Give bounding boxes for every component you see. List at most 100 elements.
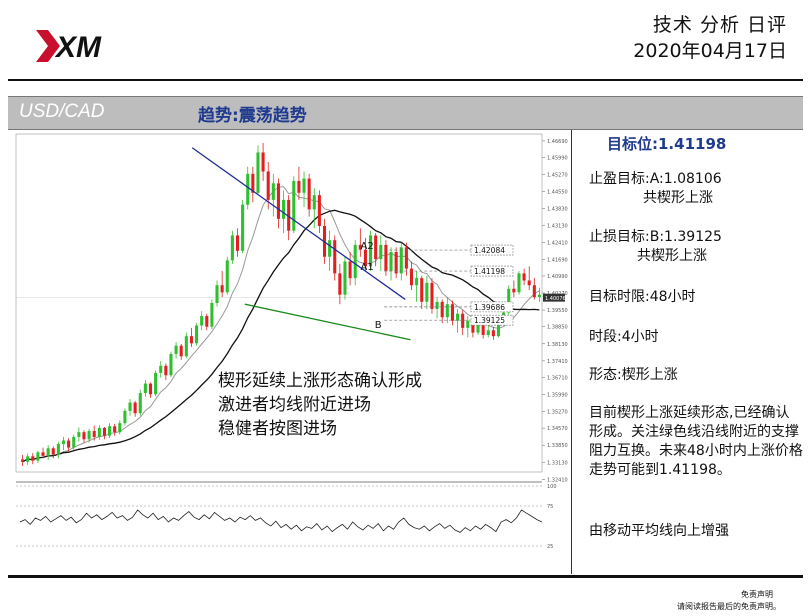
candle-body [507, 288, 511, 313]
candle-body [164, 365, 168, 376]
candle-body [476, 323, 480, 333]
y-tick-label: 1.34570 [547, 426, 568, 432]
candle-body [307, 178, 311, 210]
candle-body [128, 402, 132, 411]
candle-body [435, 301, 439, 309]
y-tick-label: 1.42410 [547, 240, 568, 246]
footer-divider [8, 575, 803, 578]
candle-body [41, 452, 45, 456]
candle-body [369, 235, 373, 267]
slow-moving-average [22, 209, 540, 463]
report-header: 技术 分析 日评 2020年04月17日 [633, 12, 787, 64]
candle-body [522, 273, 526, 281]
level-label: A2 [361, 241, 374, 252]
stop-loss-block: 止损目标:B:1.39125 共楔形上涨 [589, 228, 805, 266]
y-tick-label: 1.46690 [547, 139, 568, 145]
take-profit-note: 共楔形上涨 [643, 190, 713, 206]
indicator-level-label: 100 [547, 484, 557, 490]
candle-body [108, 426, 112, 436]
candle-body [138, 393, 142, 414]
currency-pair: USD/CAD [19, 101, 105, 122]
level-box [470, 301, 514, 313]
y-tick-label: 1.43830 [547, 207, 568, 213]
candle-body [266, 171, 270, 200]
candle-body [440, 301, 444, 318]
candle-body [374, 235, 378, 260]
candle-body [415, 278, 419, 286]
price-chart: 1.46690 1.45990 1.45270 1.44550 1.43830 1.431… [8, 130, 568, 574]
upper-wedge-line [191, 147, 406, 300]
candle-body [26, 456, 30, 462]
candle-body [205, 316, 209, 327]
analysis-panel: 目标位:1.41198 止盈目标:A:1.08106 共楔形上涨 止损目标:B:… [589, 130, 805, 539]
candle-body [297, 180, 301, 193]
candle-body [256, 152, 260, 193]
level-value: 1.42084 [474, 246, 505, 255]
level-label: A1 [361, 262, 374, 273]
y-tick-label: 1.35990 [547, 392, 568, 398]
candle-body [466, 320, 470, 328]
candle-body [174, 345, 178, 354]
level-value: 1.41198 [474, 267, 505, 276]
candle-body [133, 402, 137, 414]
candle-body [220, 285, 224, 293]
candle-body [450, 304, 454, 321]
candle-body [210, 303, 214, 327]
take-profit-block: 止盈目标:A:1.08106 共楔形上涨 [589, 170, 805, 208]
candle-body [46, 448, 50, 456]
candle-body [154, 372, 158, 395]
y-tick-label: 1.40990 [547, 274, 568, 280]
candle-body [312, 195, 316, 210]
y-tick-label: 1.41690 [547, 257, 568, 263]
candle-body [456, 313, 460, 321]
candle-body [481, 323, 485, 335]
y-tick-label: 1.33130 [547, 460, 568, 466]
candle-body [394, 252, 398, 274]
candle-body [61, 440, 66, 445]
candle-body [527, 280, 531, 286]
take-profit-line: 止盈目标:A:1.08106 [589, 171, 722, 187]
candle-body [379, 244, 383, 260]
level-box [470, 265, 514, 277]
y-tick-label: 1.45990 [547, 155, 568, 161]
candle-body [276, 183, 280, 219]
candle-body [430, 282, 434, 309]
candle-body [471, 320, 475, 333]
candle-body [384, 244, 388, 272]
report-date: 2020年04月17日 [633, 40, 787, 62]
candle-body [195, 325, 199, 344]
candle-body [113, 426, 117, 433]
candle-body [67, 440, 71, 448]
pattern: 形态:楔形上涨 [589, 367, 678, 383]
current-price-box [543, 293, 565, 302]
indicator-level-label: 25 [547, 544, 553, 550]
disclaimer-title: 免责声明 [741, 590, 773, 599]
level-value: 1.39125 [474, 316, 505, 325]
candle-body [461, 313, 465, 328]
description: 目前楔形上涨延续形态,已经确认形成。关注绿色线沿线附近的支撑阻力互换。未来48小… [589, 405, 803, 478]
candle-body [445, 304, 449, 318]
title-band: USD/CAD 趋势:震荡趋势 [8, 96, 803, 130]
candle-body [184, 336, 188, 357]
candle-body [486, 330, 490, 335]
chart-annotation-line: 稳健者按图进场 [218, 419, 337, 439]
candle-body [358, 244, 362, 250]
candle-body [87, 430, 91, 440]
period: 时段:4小时 [589, 329, 659, 345]
candle-body [343, 261, 347, 295]
stop-loss-note: 共楔形上涨 [637, 248, 707, 264]
candle-body [496, 321, 501, 337]
candle-body [143, 383, 147, 394]
y-tick-label: 1.43130 [547, 223, 568, 229]
candle-body [97, 427, 101, 437]
candle-body [282, 199, 286, 219]
candle-body [200, 316, 204, 326]
candle-body [425, 282, 429, 302]
candle-body [271, 183, 275, 200]
y-tick-label: 1.38850 [547, 325, 568, 331]
candle-body [235, 235, 240, 251]
current-price-label: 1.40076 [545, 296, 566, 302]
candle-body [353, 244, 357, 279]
y-tick-label: 1.35270 [547, 410, 568, 416]
y-tick-label: 1.32410 [547, 477, 568, 483]
